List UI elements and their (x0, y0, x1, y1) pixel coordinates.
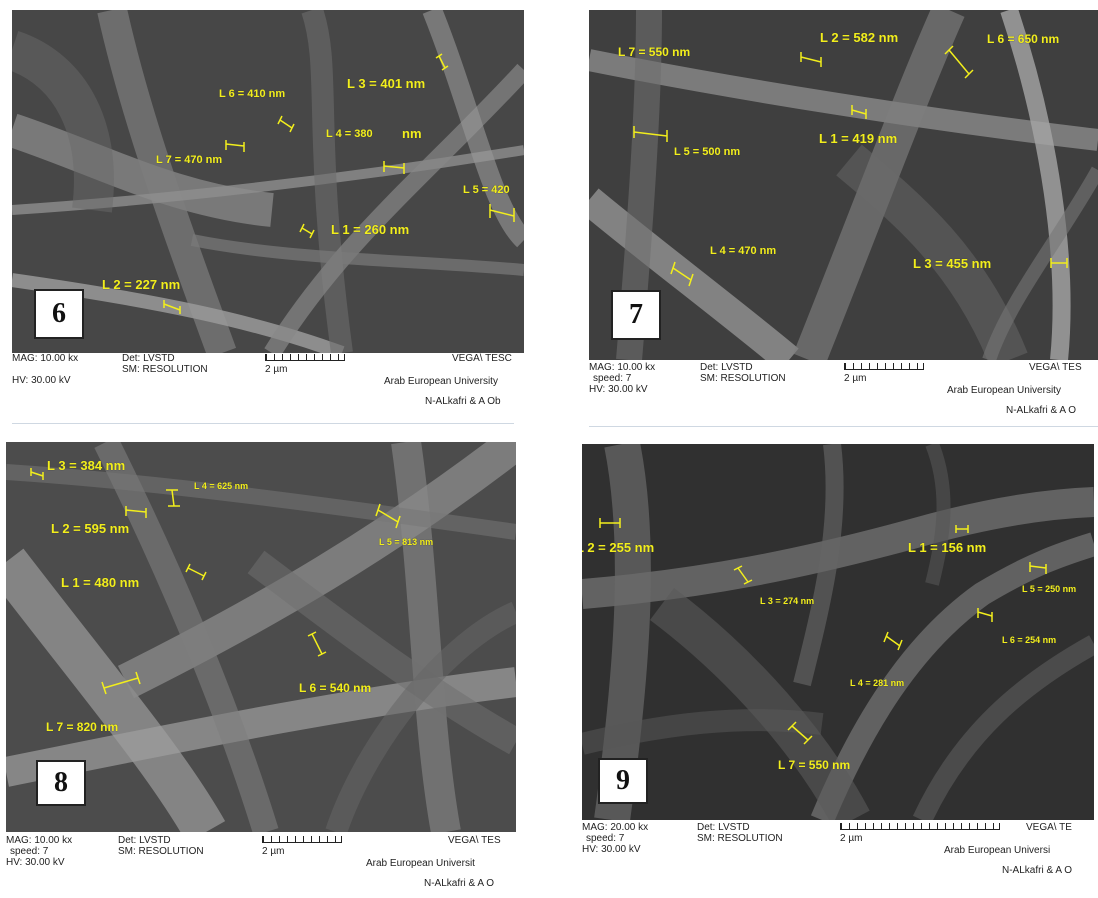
authors-label: N-ALkafri & A O (424, 878, 495, 889)
measurement-label: L 1 = 156 nm (908, 540, 987, 555)
panel-number-badge: 7 (611, 290, 661, 340)
speed-readout: speed: 7 (593, 373, 632, 384)
sem-image-8: L 3 = 384 nm L 4 = 625 nm L 2 = 595 nm L… (6, 442, 516, 832)
authors-label: N-ALkafri & A O (1002, 865, 1073, 876)
sem-panel-8: L 3 = 384 nm L 4 = 625 nm L 2 = 595 nm L… (6, 442, 516, 898)
speed-readout: speed: 7 (586, 833, 625, 844)
instrument-label: VEGA\ TES (1029, 362, 1082, 373)
measurement-label: L 5 = 500 nm (674, 146, 741, 158)
sem-panel-7: L 7 = 550 nm L 2 = 582 nm L 6 = 650 nm L… (589, 10, 1098, 420)
mag-readout: MAG: 10.00 kx (6, 835, 73, 846)
mag-readout: MAG: 20.00 kx (582, 822, 649, 833)
sem-panel-9: L 2 = 255 nm L 1 = 156 nm L 3 = 274 nm L… (582, 444, 1094, 898)
detector-readout: Det: LVSTD (122, 353, 175, 364)
sem-info-bar-7: MAG: 10.00 kx speed: 7 HV: 30.00 kV Det:… (589, 360, 1098, 420)
divider-line (12, 423, 514, 424)
university-label: Arab European University (947, 385, 1061, 396)
measure-markers-6 (163, 53, 515, 314)
measurement-label: L 3 = 455 nm (913, 256, 992, 271)
measurement-label: L 5 = 420 (463, 184, 510, 196)
measurement-label: L 7 = 820 nm (46, 720, 119, 734)
measurement-label: L 5 = 813 nm (379, 537, 434, 547)
scale-label: 2 µm (844, 373, 867, 384)
measurement-label: L 6 = 540 nm (299, 681, 372, 695)
hv-readout: HV: 30.00 kV (12, 375, 71, 386)
mag-readout: MAG: 10.00 kx (12, 353, 79, 364)
scale-bar (840, 823, 1000, 830)
scale-label: 2 µm (262, 846, 285, 857)
fiber-texture-8 (6, 442, 516, 832)
mag-readout: MAG: 10.00 kx (589, 362, 656, 373)
scan-mode-readout: SM: RESOLUTION (118, 846, 204, 857)
measurement-label: L 2 = 582 nm (820, 30, 899, 45)
fiber-texture-6 (12, 10, 524, 353)
measurement-label: L 7 = 550 nm (778, 758, 851, 772)
measurement-label: L 4 = 380 (326, 128, 373, 140)
instrument-label: VEGA\ TESC (452, 353, 512, 364)
measurement-label: L 1 = 480 nm (61, 575, 140, 590)
detector-readout: Det: LVSTD (697, 822, 750, 833)
instrument-label: VEGA\ TES (448, 835, 501, 846)
measurement-label: L 3 = 274 nm (760, 596, 815, 606)
measure-markers-8 (30, 468, 401, 695)
instrument-label: VEGA\ TE (1026, 822, 1072, 833)
university-label: Arab European Universi (944, 845, 1051, 856)
sem-info-bar-8: MAG: 10.00 kx speed: 7 HV: 30.00 kV Det:… (6, 832, 516, 898)
hv-readout: HV: 30.00 kV (6, 857, 65, 868)
measurement-label: L 3 = 401 nm (347, 76, 426, 91)
measurement-label: L 4 = 625 nm (194, 481, 249, 491)
measurement-label: L 7 = 470 nm (156, 154, 223, 166)
measure-markers-7 (633, 45, 1068, 287)
scale-bar (262, 836, 342, 843)
detector-readout: Det: LVSTD (118, 835, 171, 846)
fiber-texture-9 (582, 444, 1094, 820)
panel-number-badge: 8 (36, 760, 86, 806)
measurement-label: L 7 = 550 nm (618, 45, 691, 59)
measurement-label: nm (402, 126, 422, 141)
speed-readout: speed: 7 (10, 846, 49, 857)
hv-readout: HV: 30.00 kV (589, 384, 648, 395)
scan-mode-readout: SM: RESOLUTION (122, 364, 208, 375)
divider-line (589, 426, 1098, 427)
scale-label: 2 µm (840, 833, 863, 844)
measurement-label: L 4 = 281 nm (850, 678, 905, 688)
measurement-label: L 5 = 250 nm (1022, 584, 1077, 594)
measurement-label: L 2 = 227 nm (102, 277, 181, 292)
measurement-label: L 6 = 254 nm (1002, 635, 1057, 645)
scale-label: 2 µm (265, 364, 288, 375)
authors-label: N-ALkafri & A Ob (425, 396, 501, 407)
sem-info-bar-9: MAG: 20.00 kx speed: 7 HV: 30.00 kV Det:… (582, 820, 1094, 898)
authors-label: N-ALkafri & A O (1006, 405, 1077, 416)
university-label: Arab European Universit (366, 858, 475, 869)
sem-panel-6: L 3 = 401 nm L 6 = 410 nm L 4 = 380 nm L… (12, 10, 524, 412)
measurement-label: L 1 = 419 nm (819, 131, 898, 146)
university-label: Arab European University (384, 376, 498, 387)
scan-mode-readout: SM: RESOLUTION (697, 833, 783, 844)
scale-bar (265, 354, 345, 361)
scale-bar (844, 363, 924, 370)
scan-mode-readout: SM: RESOLUTION (700, 373, 786, 384)
measurement-label: L 1 = 260 nm (331, 222, 410, 237)
measurement-label: L 4 = 470 nm (710, 245, 777, 257)
sem-info-bar-6: MAG: 10.00 kx HV: 30.00 kV Det: LVSTD SM… (12, 353, 524, 412)
measurement-label: L 2 = 595 nm (51, 521, 130, 536)
hv-readout: HV: 30.00 kV (582, 844, 641, 855)
measure-markers-9 (599, 518, 1047, 745)
fiber-texture-7 (589, 10, 1098, 360)
sem-image-7: L 7 = 550 nm L 2 = 582 nm L 6 = 650 nm L… (589, 10, 1098, 360)
sem-image-6: L 3 = 401 nm L 6 = 410 nm L 4 = 380 nm L… (12, 10, 524, 353)
sem-image-9: L 2 = 255 nm L 1 = 156 nm L 3 = 274 nm L… (582, 444, 1094, 820)
measurement-label: L 3 = 384 nm (47, 458, 126, 473)
measurement-label: L 6 = 650 nm (987, 32, 1060, 46)
panel-number-badge: 9 (598, 758, 648, 804)
panel-number-badge: 6 (34, 289, 84, 339)
measurement-label: L 2 = 255 nm (582, 540, 655, 555)
detector-readout: Det: LVSTD (700, 362, 753, 373)
measurement-label: L 6 = 410 nm (219, 88, 286, 100)
